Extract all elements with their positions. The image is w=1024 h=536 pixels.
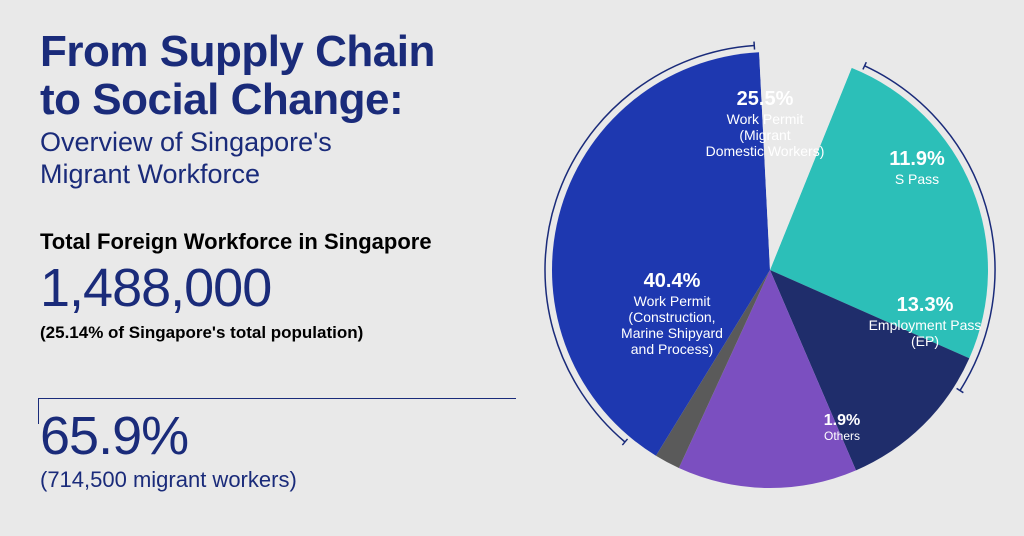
highlight-pct: 65.9% <box>40 405 520 467</box>
total-note: (25.14% of Singapore's total population) <box>40 323 520 343</box>
highlight-note: (714,500 migrant workers) <box>40 467 520 493</box>
title-line-1: From Supply Chain <box>40 27 435 76</box>
pie-slice-label: 25.5%Work Permit(MigrantDomestic Workers… <box>680 88 850 159</box>
highlight-block: 65.9% (714,500 migrant workers) <box>40 405 520 493</box>
pie-slice-label: 1.9%Others <box>802 412 882 444</box>
total-value: 1,488,000 <box>40 257 520 319</box>
pie-slice-label: 11.9%S Pass <box>862 148 972 187</box>
pie-slice-label: 13.3%Employment Pass(EP) <box>850 294 1000 349</box>
left-panel: From Supply Chain to Social Change: Over… <box>40 28 520 493</box>
pie-chart: 25.5%Work Permit(MigrantDomestic Workers… <box>530 14 1010 524</box>
subtitle-line-1: Overview of Singapore's <box>40 127 332 157</box>
connector-horizontal <box>38 398 516 399</box>
subtitle: Overview of Singapore's Migrant Workforc… <box>40 127 520 191</box>
pie-slice-label: 40.4%Work Permit(Construction,Marine Shi… <box>582 270 762 357</box>
title-line-2: to Social Change: <box>40 75 403 124</box>
total-label: Total Foreign Workforce in Singapore <box>40 229 520 255</box>
subtitle-line-2: Migrant Workforce <box>40 159 260 189</box>
main-title: From Supply Chain to Social Change: <box>40 28 520 123</box>
connector-vertical <box>38 398 39 424</box>
